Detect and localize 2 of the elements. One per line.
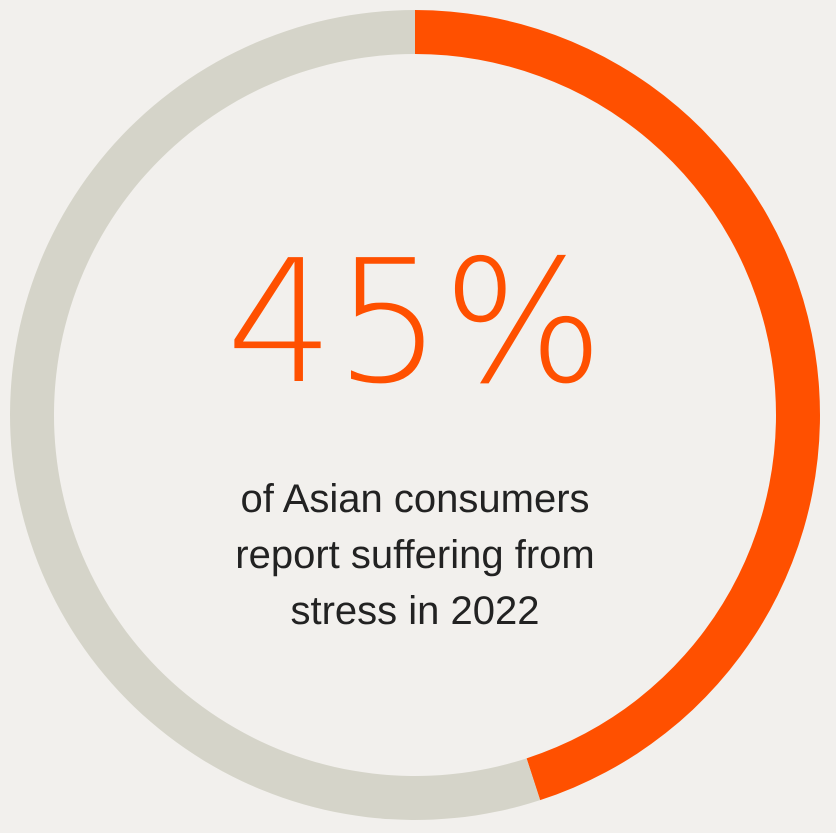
text: of Asian consumers report suffering from stress in 2022 [235, 477, 595, 633]
data-label: 45% [226, 224, 604, 422]
